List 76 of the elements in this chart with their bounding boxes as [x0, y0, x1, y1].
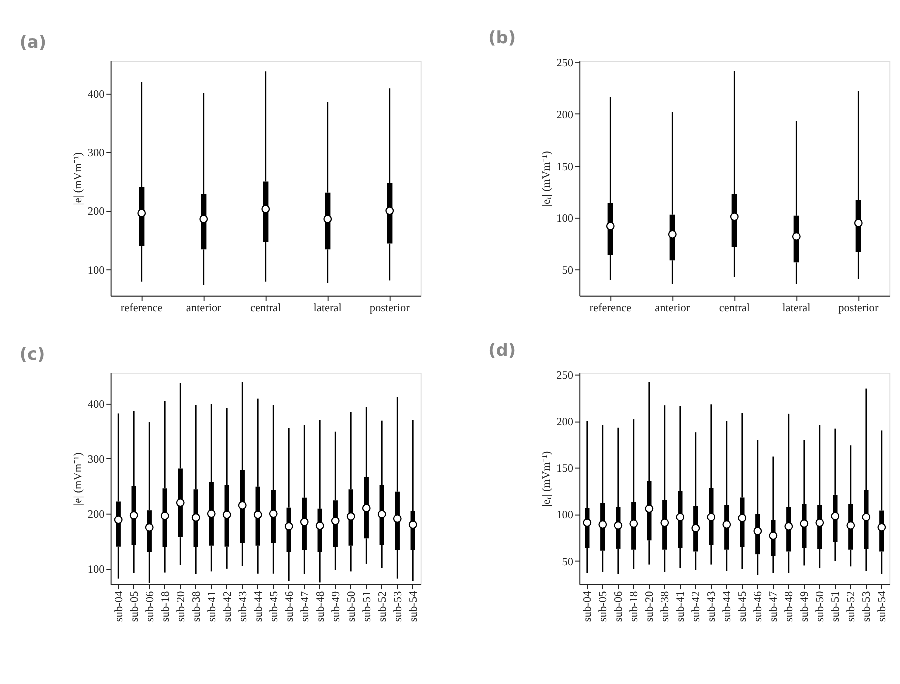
chart-title: (d): [488, 340, 516, 360]
x-tick-label: sub-49: [330, 591, 342, 622]
x-tick-label: lateral: [782, 302, 811, 314]
x-tick-label: sub-05: [128, 591, 141, 622]
x-tick-label: sub-06: [144, 591, 156, 622]
x-tick-label: reference: [590, 302, 632, 314]
x-tick-label: sub-53: [392, 591, 404, 622]
x-tick-label: anterior: [655, 302, 690, 314]
x-tick-label: sub-42: [690, 591, 703, 622]
y-tick-label: 100: [88, 564, 106, 576]
x-tick-label: reference: [120, 302, 163, 314]
x-tick-label: sub-41: [675, 591, 688, 622]
x-tick-label: sub-05: [598, 591, 610, 622]
x-tick-label: posterior: [838, 302, 879, 314]
x-tick-label: sub-04: [113, 591, 126, 622]
y-tick-label: 200: [88, 206, 106, 218]
x-tick-label: sub-18: [160, 591, 172, 622]
y-tick-label: 200: [88, 509, 106, 522]
x-tick-label: sub-48: [314, 591, 327, 622]
x-tick-label: lateral: [314, 302, 342, 314]
y-tick-label: 50: [562, 265, 574, 278]
x-tick-label: sub-42: [222, 591, 234, 622]
x-tick-label: sub-44: [722, 591, 734, 622]
y-tick-label: 400: [88, 399, 106, 412]
x-tick-label: sub-18: [628, 591, 641, 622]
x-tick-label: sub-20: [175, 591, 188, 622]
x-tick-label: sub-46: [284, 591, 296, 622]
x-tick-label: sub-51: [361, 591, 374, 622]
x-tick-label: sub-52: [846, 591, 858, 622]
x-tick-label: central: [719, 302, 750, 314]
x-tick-label: sub-50: [346, 591, 358, 622]
y-tick-label: 250: [556, 57, 574, 70]
y-tick-label: 200: [556, 109, 574, 122]
x-tick-label: sub-04: [582, 591, 594, 622]
x-tick-label: sub-45: [268, 591, 280, 622]
y-tick-label: 150: [556, 161, 574, 174]
y-tick-label: 150: [556, 463, 574, 476]
chart-title: (b): [488, 27, 516, 48]
x-tick-label: sub-47: [768, 591, 780, 622]
x-tick-label: sub-51: [830, 591, 842, 622]
x-tick-label: sub-38: [660, 591, 672, 622]
y-tick-label: 100: [556, 510, 574, 522]
x-tick-label: sub-43: [706, 591, 718, 622]
y-tick-label: 300: [88, 148, 106, 160]
chart-title: (a): [20, 32, 47, 52]
y-tick-label: 250: [556, 370, 574, 382]
y-tick-label: 100: [556, 213, 574, 226]
x-tick-label: sub-48: [784, 591, 796, 622]
x-tick-label: sub-54: [876, 591, 889, 622]
x-tick-label: sub-49: [799, 591, 812, 622]
x-tick-label: central: [250, 302, 282, 314]
x-tick-label: sub-46: [752, 591, 765, 622]
y-tick-label: 100: [88, 264, 106, 277]
chart-title: (c): [20, 344, 46, 364]
y-tick-label: 400: [88, 89, 106, 102]
x-tick-label: sub-41: [206, 591, 218, 622]
x-tick-label: sub-38: [190, 591, 203, 622]
x-tick-label: sub-43: [237, 591, 250, 622]
x-tick-label: sub-54: [408, 591, 420, 622]
y-axis-title: |e| (mVm⁻¹): [72, 152, 84, 206]
x-tick-label: sub-47: [299, 591, 312, 622]
y-tick-label: 200: [556, 416, 574, 429]
y-tick-label: 50: [562, 556, 574, 568]
x-tick-label: sub-53: [861, 591, 874, 622]
x-tick-label: anterior: [186, 302, 222, 314]
y-tick-label: 300: [88, 454, 106, 466]
x-tick-label: sub-52: [376, 591, 389, 622]
y-axis-title: |e| (mVm⁻¹): [72, 452, 84, 506]
x-tick-label: sub-50: [814, 591, 827, 622]
x-tick-label: posterior: [370, 302, 410, 314]
x-tick-label: sub-44: [252, 591, 265, 622]
y-axis-title: |eᵣ| (mVm⁻¹): [541, 151, 554, 207]
y-axis-title: |eᵣ| (mVm⁻¹): [541, 451, 554, 507]
x-tick-label: sub-06: [613, 591, 626, 622]
x-tick-label: sub-45: [737, 591, 750, 622]
x-tick-label: sub-20: [644, 591, 656, 622]
